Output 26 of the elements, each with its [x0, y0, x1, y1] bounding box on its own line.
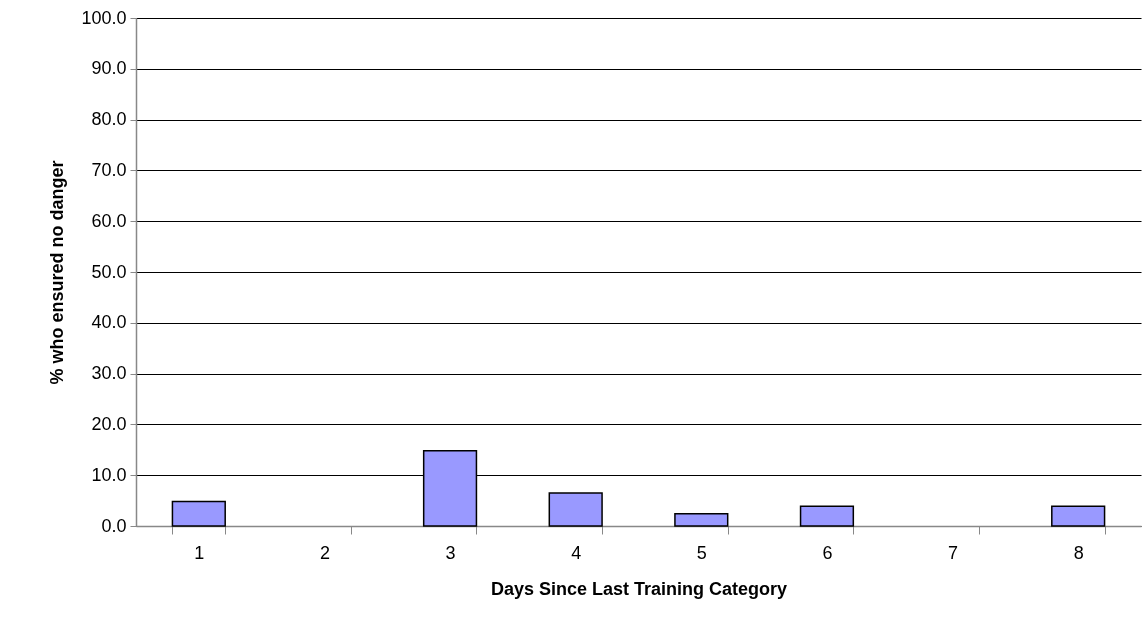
y-tick-label: 20.0: [91, 413, 127, 434]
y-tick-label: 50.0: [91, 261, 127, 282]
y-tick-label: 70.0: [91, 159, 127, 180]
y-tick-label: 60.0: [91, 210, 127, 231]
bar: [674, 513, 729, 527]
x-tick-label: 6: [822, 542, 833, 563]
x-tick-label: 2: [319, 542, 330, 563]
x-tick-label: 8: [1073, 542, 1084, 563]
x-axis-title: Days Since Last Training Category: [490, 578, 788, 599]
x-tick-label: 1: [194, 542, 205, 563]
y-tick-label: 0.0: [101, 515, 127, 536]
y-tick-label: 100.0: [81, 7, 127, 28]
bar: [799, 505, 855, 527]
y-axis-title: % who ensured no danger: [47, 160, 68, 385]
bar: [1051, 505, 1106, 527]
y-tick-label: 10.0: [91, 464, 127, 485]
x-tick-label: 5: [696, 542, 707, 563]
y-tick-label: 80.0: [91, 109, 127, 130]
x-tick-label: 4: [571, 542, 582, 563]
y-tick-label: 90.0: [91, 58, 127, 79]
x-tick-label: 3: [445, 542, 456, 563]
y-tick-label: 30.0: [91, 363, 127, 384]
x-tick-label: 7: [948, 542, 959, 563]
bar: [548, 492, 603, 527]
y-tick-label: 40.0: [91, 312, 127, 333]
bar: [171, 500, 226, 527]
